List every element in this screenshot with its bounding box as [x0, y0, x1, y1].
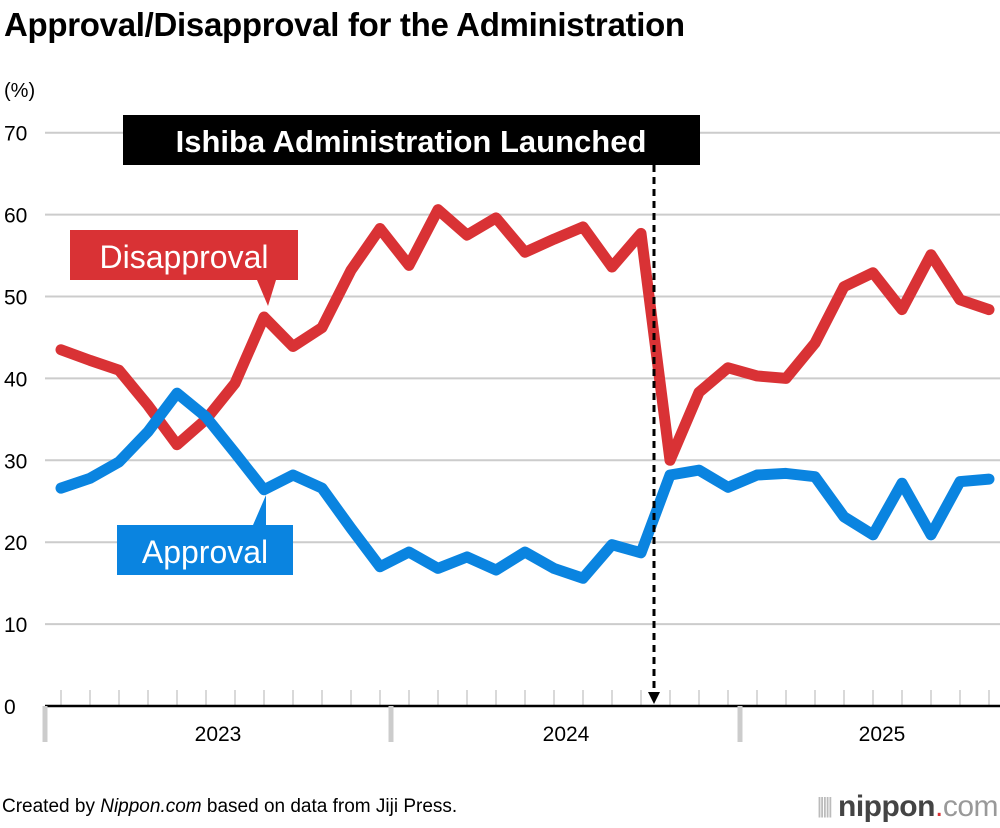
logo-name: nippon [838, 790, 935, 823]
y-tick-label: 70 [4, 123, 27, 146]
y-tick-label: 40 [4, 368, 27, 391]
credit-site: Nippon.com [100, 796, 202, 817]
y-tick-label: 60 [4, 205, 27, 228]
y-axis-unit: (%) [4, 80, 36, 102]
source-credit: Created by Nippon.com based on data from… [2, 796, 457, 818]
year-label: 2024 [543, 723, 590, 746]
launch-arrow-icon [648, 692, 660, 704]
y-tick-label: 10 [4, 614, 27, 637]
year-label: 2025 [859, 723, 906, 746]
disapproval-label-box [70, 230, 298, 306]
launch-annotation-text: Ishiba Administration Launched [176, 124, 647, 159]
y-tick-label: 20 [4, 532, 27, 555]
logo-tld: com [942, 790, 999, 823]
y-tick-label: 0 [4, 696, 16, 719]
nippon-logo: ||||| nippon.com [816, 790, 999, 824]
logo-mark-icon: ||||| [816, 793, 833, 818]
logo-dot: . [934, 790, 943, 823]
credit-suffix: based on data from Jiji Press. [201, 796, 458, 817]
y-tick-label: 30 [4, 450, 27, 473]
year-label: 2023 [195, 723, 242, 746]
approval-label: Approval [142, 534, 268, 570]
launch-annotation-box [123, 115, 700, 165]
disapproval-label: Disapproval [100, 239, 269, 275]
credit-prefix: Created by [2, 796, 101, 817]
approval-label-box [117, 495, 293, 575]
y-tick-label: 50 [4, 287, 27, 310]
line-chart: 0 10 20 30 40 50 60 70 2023 2024 2025 Ishiba Admin… [4, 115, 1000, 746]
chart-title: Approval/Disapproval for the Administrat… [4, 6, 685, 43]
